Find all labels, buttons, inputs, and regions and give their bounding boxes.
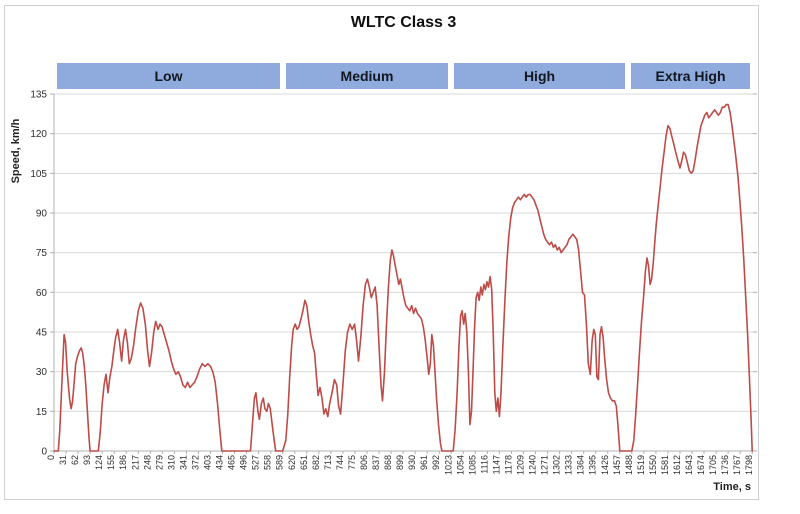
svg-text:775: 775	[347, 455, 357, 470]
svg-text:558: 558	[263, 455, 273, 470]
svg-text:1116: 1116	[479, 455, 489, 474]
svg-text:310: 310	[166, 455, 176, 470]
svg-text:1705: 1705	[708, 455, 718, 475]
svg-text:124: 124	[94, 455, 104, 470]
svg-text:217: 217	[130, 455, 140, 470]
phase-band-low: Low	[57, 63, 280, 89]
svg-text:1178: 1178	[503, 455, 513, 474]
svg-text:682: 682	[311, 455, 321, 470]
svg-text:744: 744	[335, 455, 345, 470]
svg-text:1426: 1426	[600, 455, 610, 475]
svg-text:1488: 1488	[624, 455, 634, 475]
phase-band-extra-high: Extra High	[631, 63, 750, 89]
svg-text:496: 496	[239, 455, 249, 470]
svg-text:1798: 1798	[744, 455, 754, 475]
svg-text:1767: 1767	[732, 455, 742, 475]
phase-band-medium: Medium	[286, 63, 448, 89]
svg-text:806: 806	[359, 455, 369, 470]
svg-text:1457: 1457	[612, 455, 622, 475]
svg-text:15: 15	[36, 407, 48, 418]
svg-text:1581: 1581	[660, 455, 670, 475]
svg-text:1736: 1736	[720, 455, 730, 475]
svg-text:403: 403	[202, 455, 212, 470]
svg-text:186: 186	[118, 455, 128, 470]
svg-text:465: 465	[227, 455, 237, 470]
svg-text:120: 120	[30, 129, 47, 140]
svg-text:1674: 1674	[696, 455, 706, 475]
svg-text:135: 135	[30, 90, 47, 101]
svg-text:1271: 1271	[540, 455, 550, 475]
svg-text:105: 105	[30, 169, 47, 180]
svg-text:1054: 1054	[455, 455, 465, 475]
svg-text:651: 651	[299, 455, 309, 470]
svg-text:1023: 1023	[443, 455, 453, 475]
svg-text:1395: 1395	[588, 455, 598, 475]
svg-text:992: 992	[431, 455, 441, 470]
svg-text:93: 93	[82, 455, 92, 465]
x-axis-title: Time, s	[713, 481, 751, 493]
svg-text:62: 62	[70, 455, 80, 465]
svg-text:30: 30	[36, 367, 48, 378]
svg-text:713: 713	[323, 455, 333, 470]
svg-text:279: 279	[154, 455, 164, 470]
speed-line	[53, 103, 754, 452]
svg-text:0: 0	[46, 455, 56, 460]
svg-text:837: 837	[371, 455, 381, 470]
svg-text:1519: 1519	[636, 455, 646, 475]
svg-text:899: 899	[395, 455, 405, 470]
svg-text:31: 31	[58, 455, 68, 465]
svg-text:155: 155	[106, 455, 116, 470]
svg-text:1364: 1364	[576, 455, 586, 475]
svg-text:589: 589	[275, 455, 285, 470]
phase-band-label: Low	[154, 68, 183, 84]
svg-text:1643: 1643	[684, 455, 694, 475]
phase-band-label: Extra High	[655, 68, 726, 84]
svg-text:1333: 1333	[564, 455, 574, 475]
svg-text:1302: 1302	[552, 455, 562, 475]
svg-text:527: 527	[251, 455, 261, 470]
svg-text:60: 60	[36, 288, 48, 299]
svg-text:961: 961	[419, 455, 429, 470]
svg-text:341: 341	[178, 455, 188, 470]
phase-band-label: High	[523, 68, 556, 84]
svg-text:434: 434	[215, 455, 225, 470]
svg-text:930: 930	[407, 455, 417, 470]
chart-title: WLTC Class 3	[350, 14, 457, 31]
svg-text:1550: 1550	[648, 455, 658, 475]
svg-text:1240: 1240	[528, 455, 538, 475]
svg-text:372: 372	[190, 455, 200, 470]
svg-text:868: 868	[383, 455, 393, 470]
svg-text:620: 620	[287, 455, 297, 470]
svg-text:1612: 1612	[672, 455, 682, 475]
svg-text:45: 45	[36, 328, 48, 339]
svg-text:1085: 1085	[467, 455, 477, 475]
chart-widget: WLTC Class 3 Low Medium High Extra High …	[4, 5, 759, 500]
phase-band-high: High	[454, 63, 625, 89]
phase-band-label: Medium	[340, 68, 394, 84]
svg-text:75: 75	[36, 248, 48, 259]
svg-text:90: 90	[36, 209, 48, 220]
svg-text:1209: 1209	[515, 455, 525, 475]
svg-text:248: 248	[142, 455, 152, 470]
svg-text:0: 0	[41, 447, 47, 458]
svg-text:1147: 1147	[491, 455, 501, 474]
